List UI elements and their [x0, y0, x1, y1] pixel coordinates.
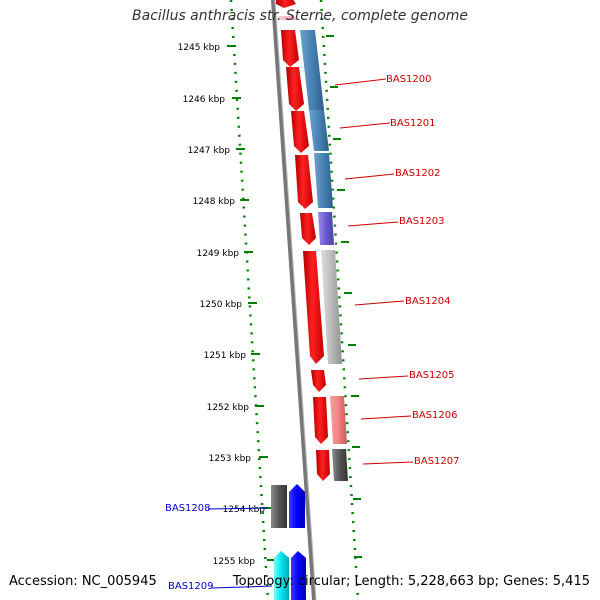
- gene-label-leaders: [207, 78, 414, 589]
- kbp-ticks: 1245 kbp 1246 kbp 1247 kbp 1248 kbp 1249…: [178, 43, 276, 567]
- leader-line: [362, 461, 414, 465]
- gene-label[interactable]: BAS1205: [409, 370, 455, 381]
- gene-label[interactable]: BAS1206: [412, 410, 458, 421]
- gene-track-outer: [300, 30, 348, 481]
- map-title: Bacillus anthracis str. Sterne, complete…: [132, 8, 468, 24]
- gene-arrow-partial[interactable]: [276, 0, 296, 8]
- leader-line: [347, 221, 399, 227]
- gene-label[interactable]: BAS1200: [386, 74, 432, 85]
- kbp-tick-label: 1248 kbp: [193, 197, 236, 207]
- topology-label: Topology: circular; Length: 5,228,663 bp…: [232, 574, 590, 589]
- gene-arrow-inner[interactable]: [295, 155, 313, 209]
- gene-label[interactable]: BAS1208: [165, 503, 211, 514]
- gene-block-purple[interactable]: [318, 212, 334, 245]
- kbp-tick-label: 1249 kbp: [197, 249, 240, 259]
- kbp-tick-label: 1250 kbp: [200, 300, 243, 310]
- gene-arrow-inner[interactable]: [286, 67, 304, 111]
- gene-arrow-inner[interactable]: [291, 111, 309, 153]
- ruler-dotted-right: [319, 0, 360, 600]
- gene-arrow-inner[interactable]: [278, 16, 296, 20]
- gene-block-steelblue[interactable]: [309, 110, 329, 151]
- gene-label[interactable]: BAS1202: [395, 168, 441, 179]
- genome-axis-highlight: [274, 0, 317, 600]
- kbp-tick-label: 1255 kbp: [213, 557, 256, 567]
- gene-block-gray[interactable]: [271, 485, 287, 528]
- leader-line: [358, 375, 409, 380]
- gene-arrow-cyan[interactable]: [274, 551, 289, 600]
- gene-labels: BAS1200 BAS1201 BAS1202 BAS1203 BAS1204 …: [165, 74, 460, 592]
- gene-block-steelblue[interactable]: [300, 30, 324, 110]
- leader-line: [354, 300, 405, 306]
- gene-arrow-blue[interactable]: [289, 484, 305, 528]
- gene-arrow-inner[interactable]: [316, 450, 330, 481]
- gene-arrow-blue[interactable]: [291, 551, 306, 600]
- leader-line-blue: [207, 507, 269, 510]
- ruler-dotted-left: [229, 0, 270, 600]
- gene-label[interactable]: BAS1201: [390, 118, 436, 129]
- gene-track-left: [271, 484, 306, 600]
- leader-line: [334, 78, 387, 86]
- gene-label[interactable]: BAS1207: [414, 456, 460, 467]
- gene-arrow-inner[interactable]: [281, 30, 299, 67]
- gene-track-inner: [276, 0, 330, 481]
- right-ruler-ticks: [326, 35, 362, 558]
- kbp-tick-label: 1247 kbp: [188, 146, 231, 156]
- leader-line-blue: [211, 585, 273, 589]
- gene-block-silver[interactable]: [321, 250, 342, 364]
- gene-arrow-inner[interactable]: [303, 251, 324, 364]
- kbp-tick-label: 1245 kbp: [178, 43, 221, 53]
- gene-label[interactable]: BAS1204: [405, 296, 451, 307]
- gene-block-lightred[interactable]: [330, 396, 347, 444]
- kbp-tick-label: 1251 kbp: [204, 351, 247, 361]
- gene-arrow-inner[interactable]: [313, 397, 328, 444]
- kbp-tick-label: 1253 kbp: [209, 454, 252, 464]
- leader-line: [360, 415, 412, 420]
- kbp-tick-label: 1254 kbp: [223, 505, 266, 515]
- leader-line: [344, 173, 395, 180]
- gene-arrow-inner[interactable]: [300, 213, 316, 245]
- gene-block-steelblue[interactable]: [314, 153, 333, 208]
- gene-label[interactable]: BAS1209: [168, 581, 214, 592]
- kbp-tick-label: 1246 kbp: [183, 95, 226, 105]
- gene-arrow-inner[interactable]: [311, 370, 326, 392]
- gene-block-gray[interactable]: [332, 449, 348, 481]
- accession-label: Accession: NC_005945: [9, 574, 157, 589]
- gene-label[interactable]: BAS1203: [399, 216, 445, 227]
- kbp-tick-label: 1252 kbp: [207, 403, 250, 413]
- leader-line: [339, 122, 391, 129]
- genome-axis-line: [271, 0, 316, 600]
